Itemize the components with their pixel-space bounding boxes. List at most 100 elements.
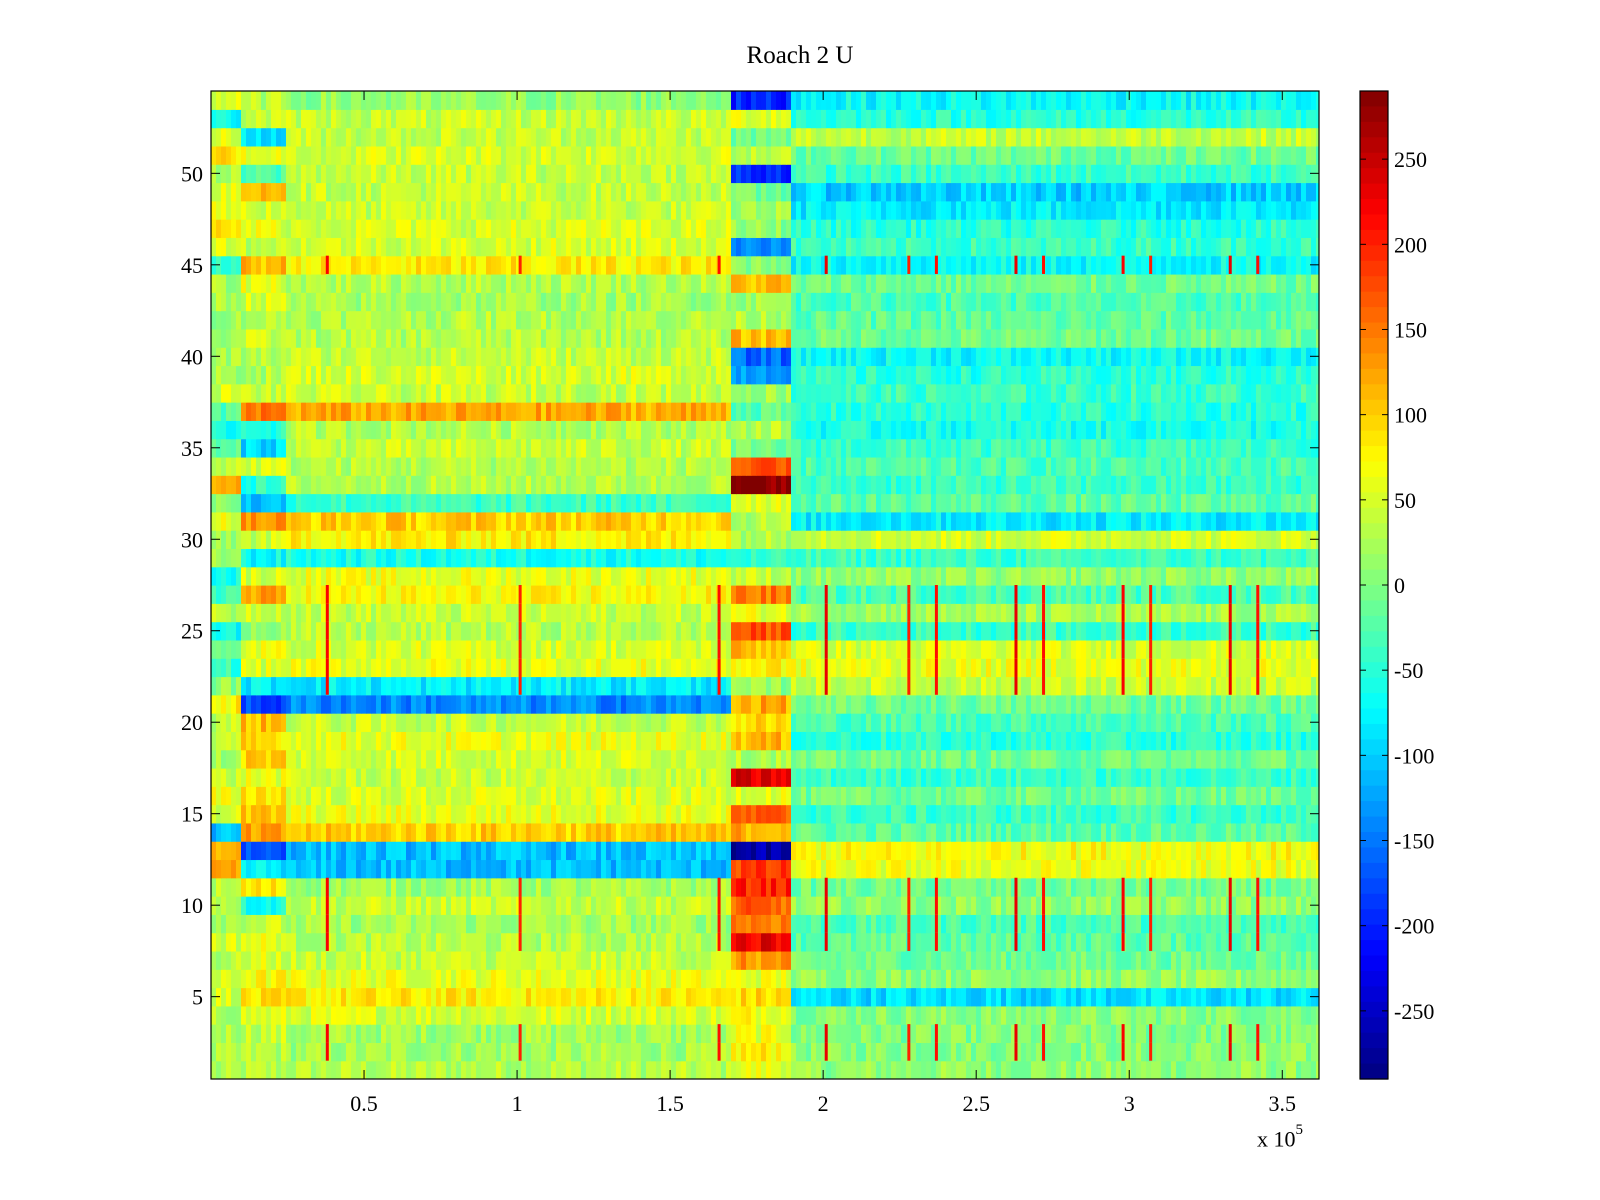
heatmap-cell xyxy=(1256,804,1262,824)
heatmap-cell xyxy=(626,1005,632,1025)
heatmap-cell xyxy=(1286,1060,1292,1079)
heatmap-cell xyxy=(256,932,262,952)
heatmap-cell xyxy=(681,987,687,1007)
heatmap-cell xyxy=(381,932,387,952)
heatmap-cell xyxy=(1031,694,1037,714)
heatmap-cell xyxy=(911,694,917,714)
heatmap-cell xyxy=(416,658,422,678)
heatmap-cell xyxy=(1021,822,1027,842)
heatmap-cell xyxy=(941,694,947,714)
heatmap-cell xyxy=(596,713,602,732)
heatmap-cell xyxy=(1236,914,1242,934)
heatmap-cell xyxy=(641,731,647,751)
heatmap-cell xyxy=(611,932,617,952)
heatmap-cell xyxy=(596,932,602,952)
heatmap-cell xyxy=(826,767,832,787)
heatmap-cell xyxy=(646,731,652,751)
heatmap-cell xyxy=(1111,932,1117,952)
heatmap-cell xyxy=(1261,1042,1267,1062)
heatmap-cell xyxy=(1306,969,1312,989)
heatmap-cell xyxy=(416,694,422,714)
heatmap-cell xyxy=(1021,859,1027,879)
heatmap-cell xyxy=(676,804,682,824)
heatmap-cell xyxy=(766,767,772,787)
heatmap-cell xyxy=(1151,1042,1157,1062)
heatmap-cell xyxy=(591,694,597,714)
heatmap-cell xyxy=(261,1005,267,1025)
heatmap-cell xyxy=(1206,1024,1212,1044)
heatmap-cell xyxy=(586,658,592,678)
heatmap-cell xyxy=(366,950,372,970)
heatmap-cell xyxy=(681,914,687,934)
heatmap-cell xyxy=(1081,914,1087,934)
heatmap-cell xyxy=(1236,877,1242,897)
heatmap-cell xyxy=(626,731,632,751)
heatmap-cell xyxy=(1056,987,1062,1007)
heatmap-cell xyxy=(501,713,507,732)
heatmap-cell xyxy=(666,676,672,696)
heatmap-cell xyxy=(851,1005,857,1025)
heatmap-cell xyxy=(1156,676,1162,696)
heatmap-cell xyxy=(266,969,272,989)
heatmap-cell xyxy=(911,896,917,915)
heatmap-cell xyxy=(921,932,927,952)
heatmap-cell xyxy=(801,804,807,824)
heatmap-cell xyxy=(586,804,592,824)
heatmap-cell xyxy=(996,914,1002,934)
heatmap-cell xyxy=(951,713,957,732)
heatmap-cell xyxy=(756,877,762,897)
heatmap-cell xyxy=(706,767,712,787)
heatmap-cell xyxy=(801,1024,807,1044)
heatmap-cell xyxy=(831,932,837,952)
heatmap-cell xyxy=(746,1060,752,1079)
heatmap-cell xyxy=(556,822,562,842)
heatmap-cell xyxy=(806,694,812,714)
heatmap-cell xyxy=(276,1005,282,1025)
heatmap-cell xyxy=(431,914,437,934)
heatmap-cell xyxy=(711,1024,717,1044)
heatmap-cell xyxy=(306,1042,312,1062)
heatmap-cell xyxy=(261,694,267,714)
heatmap-cell xyxy=(1261,676,1267,696)
heatmap-cell xyxy=(761,1042,767,1062)
heatmap-cell xyxy=(226,804,232,824)
heatmap-cell xyxy=(1096,786,1102,806)
heatmap-cell xyxy=(621,713,627,732)
heatmap-cell xyxy=(931,1005,937,1025)
heatmap-cell xyxy=(831,804,837,824)
heatmap-cell xyxy=(921,859,927,879)
heatmap-cell xyxy=(461,877,467,897)
heatmap-cell xyxy=(736,877,742,897)
heatmap-cell xyxy=(1021,1024,1027,1044)
heatmap-cell xyxy=(316,804,322,824)
heatmap-cell xyxy=(1066,694,1072,714)
heatmap-cell xyxy=(251,950,257,970)
heatmap-cell xyxy=(271,804,277,824)
heatmap-cell xyxy=(1306,749,1312,769)
heatmap-cell xyxy=(1311,841,1317,861)
heatmap-cell xyxy=(506,804,512,824)
heatmap-cell xyxy=(886,1005,892,1025)
heatmap-cell xyxy=(821,1024,827,1044)
heatmap-cell xyxy=(741,896,747,915)
heatmap-cell xyxy=(211,859,217,879)
heatmap-cell xyxy=(766,676,772,696)
heatmap-cell xyxy=(221,658,227,678)
heatmap-cell xyxy=(1131,841,1137,861)
heatmap-cell xyxy=(1146,896,1152,915)
heatmap-cell xyxy=(311,786,317,806)
heatmap-cell xyxy=(1196,987,1202,1007)
heatmap-cell xyxy=(956,676,962,696)
heatmap-cell xyxy=(501,676,507,696)
heatmap-cell xyxy=(1096,987,1102,1007)
heatmap-cell xyxy=(396,804,402,824)
heatmap-cell xyxy=(1221,822,1227,842)
heatmap-cell xyxy=(1251,676,1257,696)
heatmap-cell xyxy=(1271,676,1277,696)
heatmap-cell xyxy=(601,749,607,769)
heatmap-cell xyxy=(971,822,977,842)
heatmap-cell xyxy=(291,767,297,787)
heatmap-cell xyxy=(386,676,392,696)
heatmap-cell xyxy=(901,676,907,696)
heatmap-cell xyxy=(1091,731,1097,751)
